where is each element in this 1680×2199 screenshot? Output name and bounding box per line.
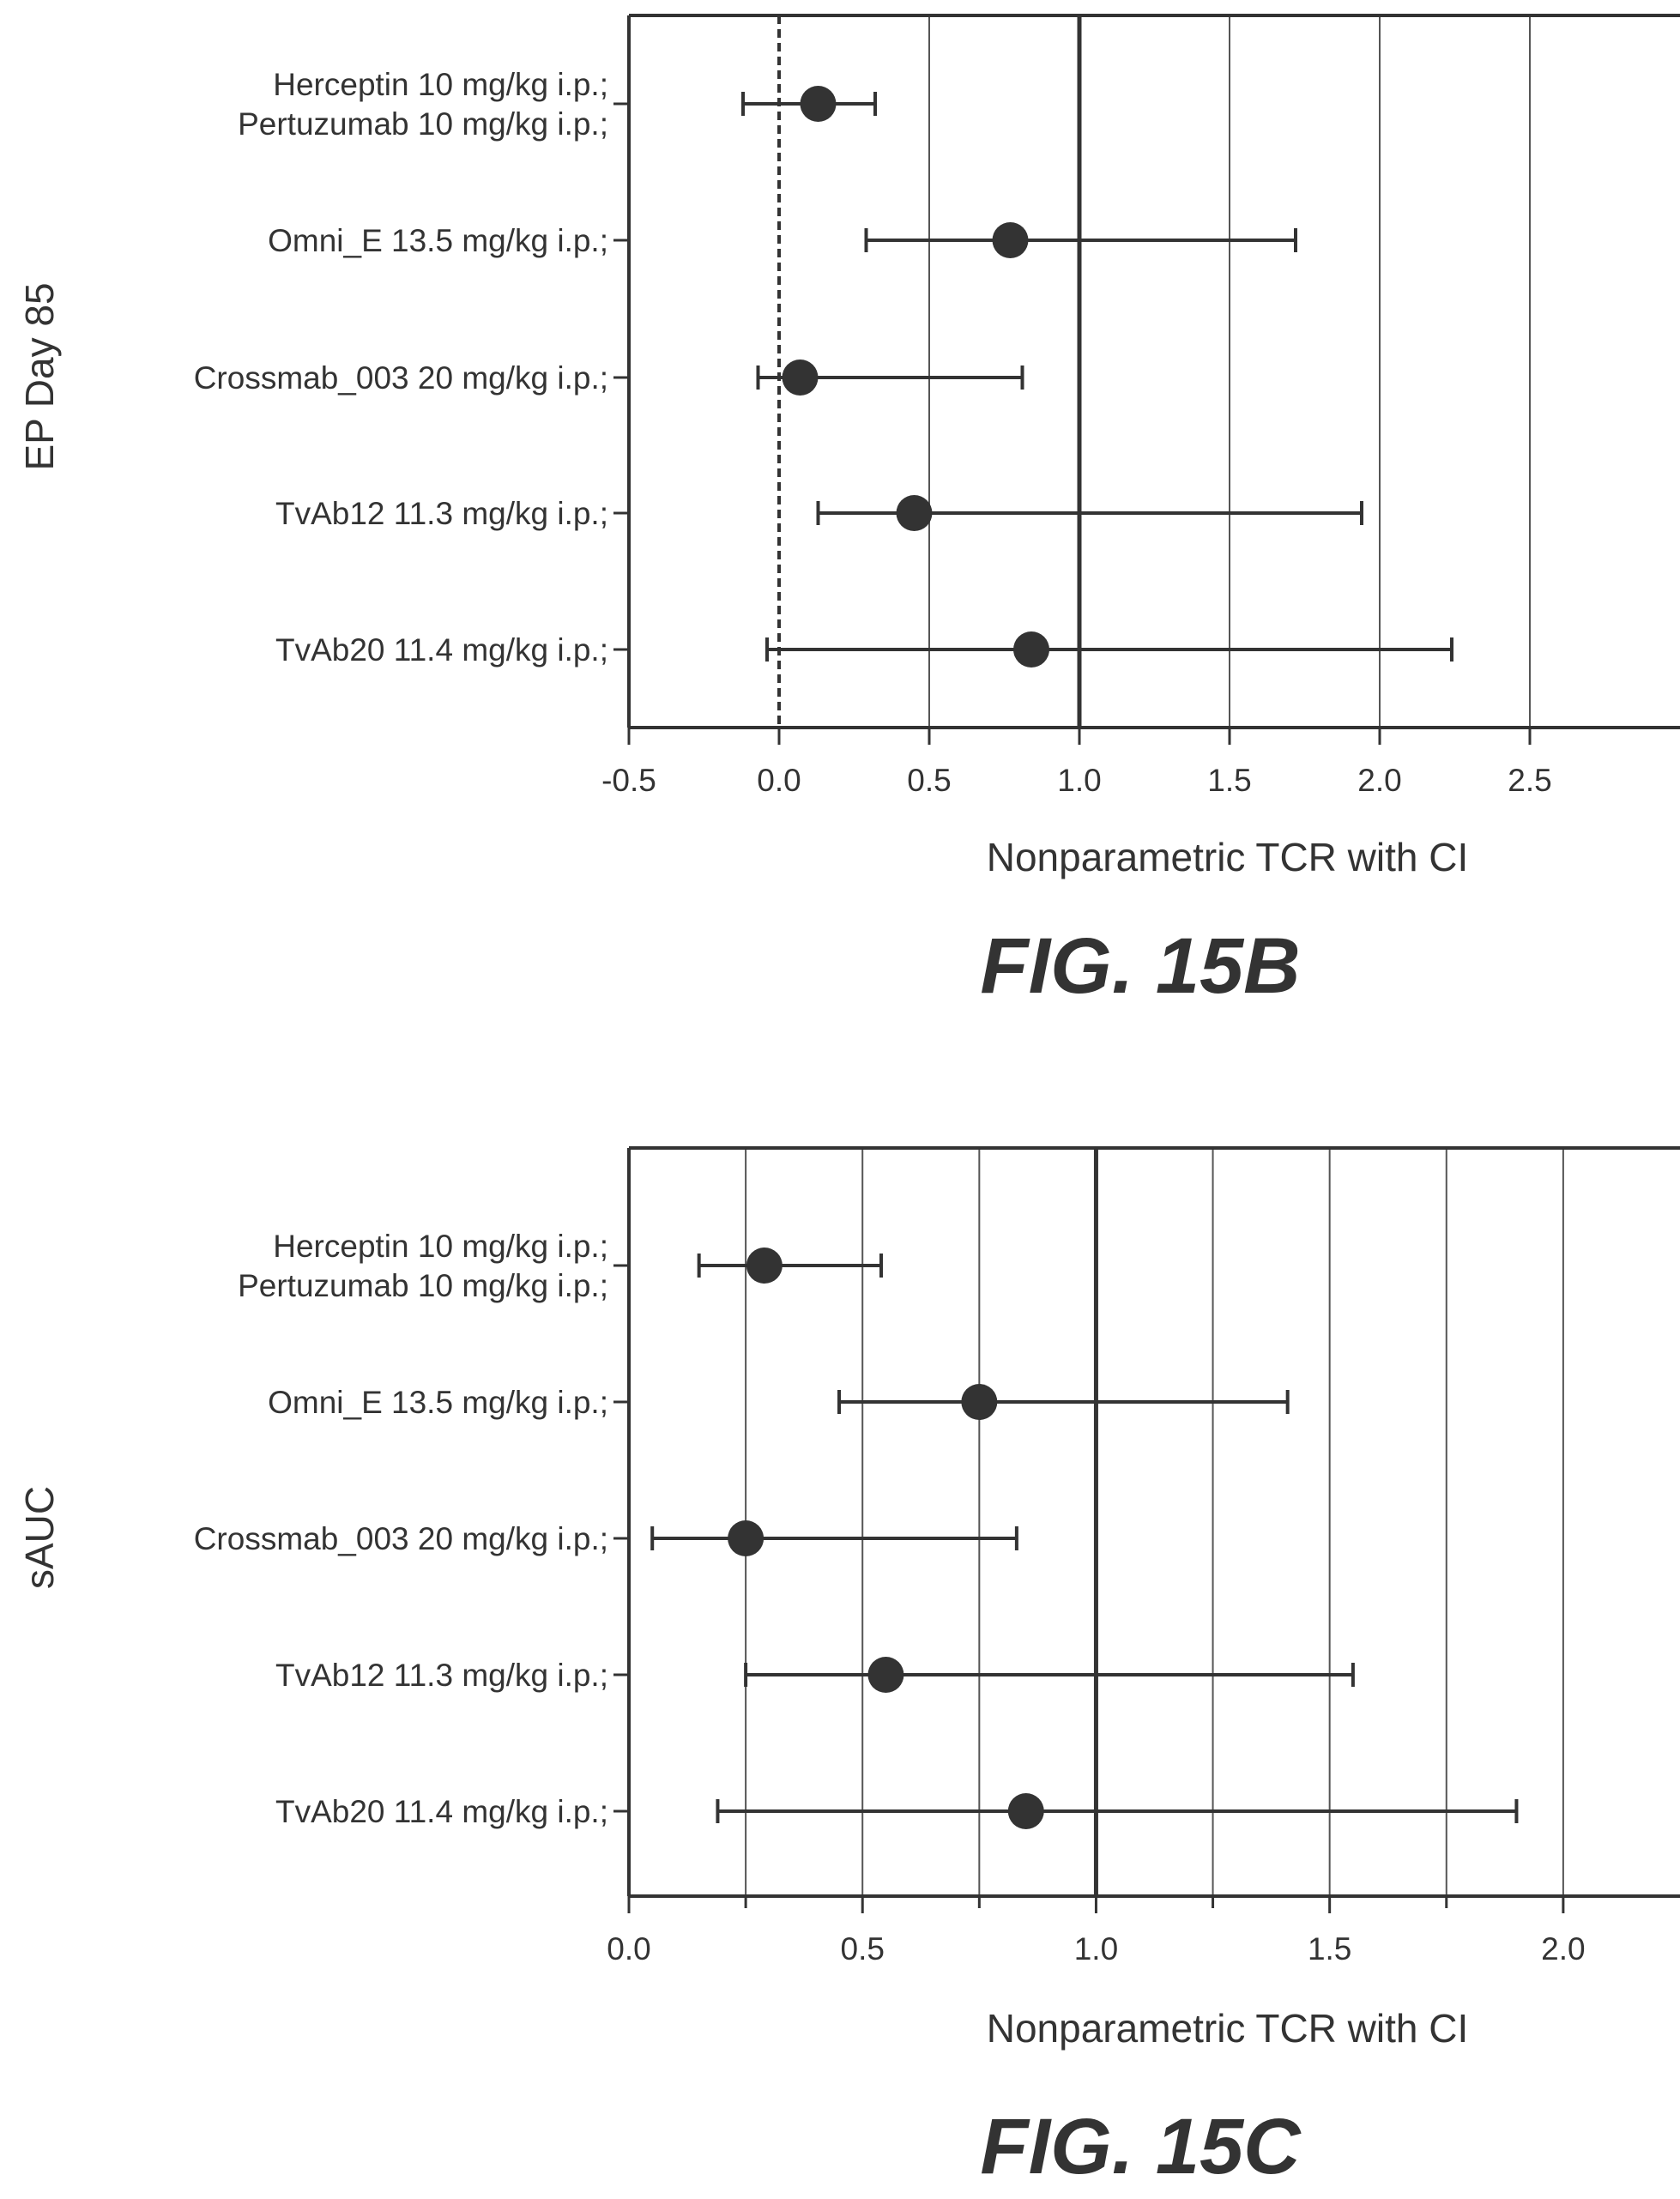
row-label: Crossmab_003 20 mg/kg i.p.; <box>194 360 608 396</box>
estimate-point <box>896 495 933 531</box>
x-axis-title: Nonparametric TCR with CI <box>987 835 1469 879</box>
panel-fig-15b: -0.5 0.0 0.5 1.0 1.5 2.0 2.5 Herceptin 10 mg/kg… <box>17 14 1680 1010</box>
x-tick-label: 1.0 <box>1074 1931 1118 1966</box>
estimate-point <box>800 86 837 122</box>
row-label: TvAb12 11.3 mg/kg i.p.; <box>275 496 608 531</box>
figure-label: FIG. 15C <box>980 2103 1302 2190</box>
row-label: Omni_E 13.5 mg/kg i.p.; <box>268 223 608 258</box>
row-label: Crossmab_003 20 mg/kg i.p.; <box>194 1521 608 1556</box>
x-tick-label: 0.0 <box>607 1931 650 1966</box>
x-tick-label: 1.0 <box>1057 763 1101 798</box>
x-tick-label: 1.5 <box>1308 1931 1351 1966</box>
row-label: Pertuzumab 10 mg/kg i.p.; <box>238 1268 608 1303</box>
y-axis-title: sAUC <box>17 1486 62 1589</box>
x-tick-label: 1.5 <box>1207 763 1251 798</box>
row-label: Pertuzumab 10 mg/kg i.p.; <box>238 106 608 142</box>
row-label: Herceptin 10 mg/kg i.p.; <box>273 67 608 102</box>
x-tick-label: 0.5 <box>907 763 951 798</box>
row-label: TvAb12 11.3 mg/kg i.p.; <box>275 1658 608 1693</box>
x-axis-title: Nonparametric TCR with CI <box>987 2006 1469 2051</box>
estimate-point <box>728 1520 764 1556</box>
estimate-point <box>961 1384 998 1420</box>
row-label: TvAb20 11.4 mg/kg i.p.; <box>275 632 608 668</box>
x-tick-label: -0.5 <box>601 763 656 798</box>
estimate-point <box>1007 1793 1044 1829</box>
y-axis-title: EP Day 85 <box>17 282 62 470</box>
panel-fig-15c: 0.0 0.5 1.0 1.5 2.0 Herceptin 10 mg/kg i.p.; P… <box>17 1146 1680 2190</box>
row-label: Herceptin 10 mg/kg i.p.; <box>273 1229 608 1264</box>
figure-label: FIG. 15B <box>980 922 1300 1010</box>
x-tick-label: 2.5 <box>1508 763 1551 798</box>
row-label: TvAb20 11.4 mg/kg i.p.; <box>275 1794 608 1829</box>
estimate-point <box>746 1248 783 1284</box>
x-tick-label: 2.0 <box>1541 1931 1585 1966</box>
estimate-point <box>782 359 819 396</box>
x-tick-label: 0.5 <box>841 1931 885 1966</box>
x-tick-label: 0.0 <box>757 763 801 798</box>
estimate-point <box>867 1657 904 1693</box>
estimate-point <box>992 222 1029 258</box>
row-label: Omni_E 13.5 mg/kg i.p.; <box>268 1385 608 1420</box>
x-tick-label: 2.0 <box>1357 763 1401 798</box>
estimate-point <box>1013 631 1049 668</box>
